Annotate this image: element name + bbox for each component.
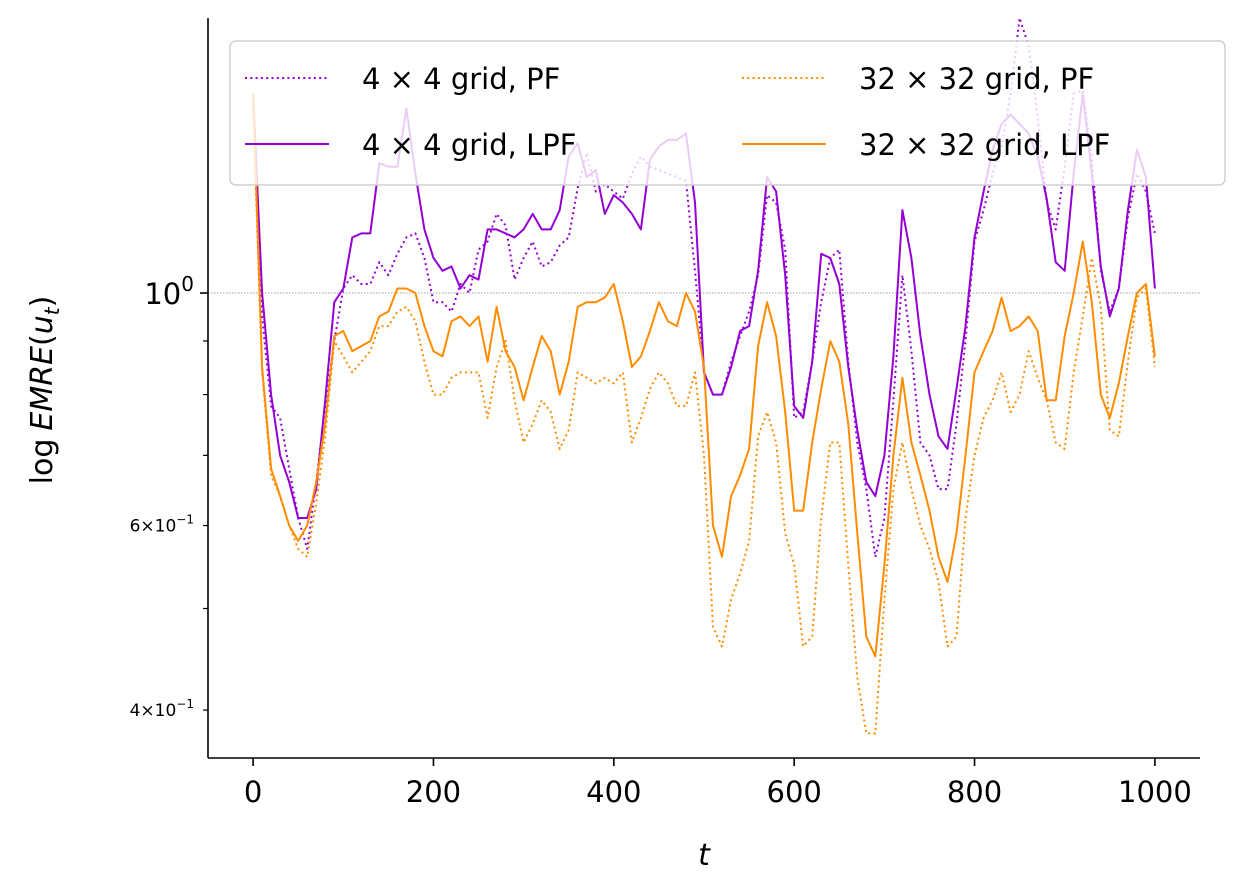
x-tick-label: 0 [244,775,262,809]
legend: 4 × 4 grid, PF 4 × 4 grid, LPF 32 × 32 gri… [229,40,1226,186]
x-axis-label: t [698,838,711,873]
series-line-1 [252,18,1156,558]
x-tick-label: 1000 [1118,775,1192,809]
legend-frame [229,40,1226,186]
legend-label-2: 4 × 4 grid, LPF [362,128,576,162]
x-tick-label: 200 [406,775,461,809]
series-line-3 [252,108,1156,735]
y-tick-label: 4×10−1 [130,697,194,721]
svg-text:logEMRE(ut): logEMRE(ut) [25,296,64,485]
y-axis-label: logEMRE(ut) [25,296,64,485]
x-tick-label: 400 [586,775,641,809]
series-line-4 [252,93,1156,658]
legend-label-4: 32 × 32 grid, LPF [859,128,1110,162]
x-tick-label: 800 [947,775,1002,809]
y-tick-label: 100 [144,272,194,311]
y-tick-label: 6×10−1 [130,513,194,537]
x-tick-label: 600 [767,775,822,809]
legend-label-3: 32 × 32 grid, PF [859,62,1094,96]
legend-label-1: 4 × 4 grid, PF [362,62,560,96]
